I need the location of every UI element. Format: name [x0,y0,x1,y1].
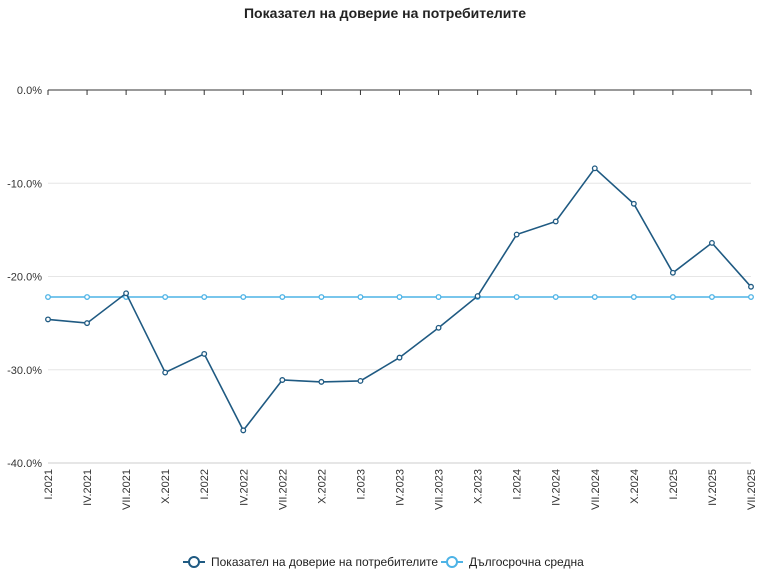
data-point [357,294,364,300]
data-point [318,294,325,300]
y-tick-label: -30.0% [7,365,42,377]
chart-title: Показател на доверие на потребителите [243,5,527,21]
data-point [748,283,754,290]
legend-label-1: Дългосрочна средна [469,555,584,569]
y-tick-label: -10.0% [7,178,42,190]
data-point [396,354,403,361]
x-tick-label: VII.2025 [746,469,758,510]
data-point [591,294,598,300]
x-tick-label: IV.2025 [707,469,719,506]
data-point [279,377,286,383]
x-tick-label: X.2021 [160,469,172,504]
data-point [669,294,676,300]
x-tick-label: X.2024 [629,469,641,504]
data-point [474,293,481,300]
x-tick-label: IV.2022 [238,469,250,506]
data-point [84,294,91,300]
x-tick-label: I.2024 [512,469,524,500]
data-point [201,294,208,300]
data-point [513,294,520,300]
data-point [513,231,520,238]
x-tick-label: VII.2022 [277,469,289,510]
data-point [748,294,754,300]
data-point [435,324,442,331]
x-tick-label: I.2022 [199,469,211,500]
y-tick-label: 0.0% [17,85,42,97]
data-point [240,427,247,434]
data-point [552,294,559,300]
x-tick-label: IV.2023 [395,469,407,506]
data-point [279,294,286,300]
data-point [45,294,51,300]
data-point [669,269,676,276]
data-point [435,294,442,300]
data-point [630,200,637,207]
x-tick-label: I.2023 [355,469,367,500]
x-tick-label: IV.2024 [551,469,563,506]
data-point [708,294,715,300]
data-point [45,316,51,323]
x-tick-label: VII.2024 [590,469,602,510]
data-point [591,165,598,172]
data-point [201,350,208,357]
x-tick-label: VII.2021 [121,469,133,510]
y-tick-label: -40.0% [7,458,42,470]
x-tick-label: VII.2023 [434,469,446,510]
x-tick-label: IV.2021 [82,469,94,506]
legend-label-0: Показател на доверие на потребителите [211,555,438,569]
data-point [552,218,559,225]
x-tick-label: X.2022 [316,469,328,504]
data-point [240,294,247,300]
data-point [123,290,130,297]
data-point [396,294,403,300]
data-point [162,294,169,300]
x-tick-label: I.2021 [43,469,55,500]
x-tick-label: X.2023 [473,469,485,504]
x-tick-label: I.2025 [668,469,680,500]
data-point [708,239,715,246]
data-point [162,369,169,376]
data-point [84,320,91,327]
legend-marker-1 [446,556,458,568]
data-point [630,294,637,300]
y-tick-label: -20.0% [7,272,42,284]
data-point [357,377,364,384]
legend-marker-0 [188,556,200,568]
data-point [318,378,325,385]
